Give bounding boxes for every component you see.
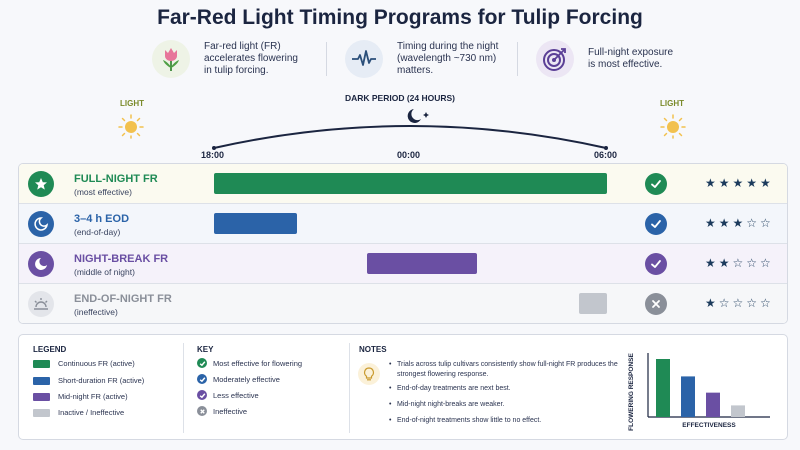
note-item: End-of-night treatments show little to n…: [389, 416, 627, 426]
star-rating: ★☆☆☆☆: [705, 296, 774, 310]
waveform-icon: [345, 40, 383, 78]
program-bar: [214, 213, 297, 234]
program-subtitle: (end-of-day): [74, 227, 121, 237]
program-name: END-OF-NIGHT FR: [74, 293, 172, 305]
check-icon: [645, 173, 667, 195]
legend-swatch: [33, 408, 50, 417]
check-icon: [197, 390, 207, 400]
mini-effectiveness-chart: FLOWERING RESPONSE EFFECTIVENESS: [628, 353, 770, 431]
program-subtitle: (middle of night): [74, 267, 135, 277]
sun-icon: [118, 114, 144, 139]
star-rating: ★★★☆☆: [705, 216, 774, 230]
program-row-end-of-night: END-OF-NIGHT FR (ineffective) ★☆☆☆☆: [19, 284, 787, 323]
legend-item: Short-duration FR (active): [33, 376, 144, 385]
check-icon: [645, 253, 667, 275]
check-icon: [197, 358, 207, 368]
program-name: 3–4 h EOD: [74, 213, 130, 225]
moon-icon: [407, 109, 429, 123]
mini-chart-xlabel: EFFECTIVENESS: [682, 422, 736, 429]
tick-label: 06:00: [594, 150, 618, 160]
note-item: End-of-day treatments are next best.: [389, 384, 627, 394]
key-item: Ineffective: [197, 406, 247, 416]
star-rating: ★★☆☆☆: [705, 256, 774, 270]
light-label-right: LIGHT: [660, 99, 684, 108]
program-name: FULL-NIGHT FR: [74, 173, 158, 185]
mini-chart-bar: [706, 392, 720, 417]
legend-swatch: [33, 392, 50, 401]
program-row-eod: 3–4 h EOD (end-of-day) ★★★☆☆: [19, 204, 787, 244]
target-icon: [536, 40, 574, 78]
notes-title: NOTES: [359, 345, 387, 354]
dark-period-label: DARK PERIOD (24 HOURS): [344, 93, 456, 103]
mini-chart-bar: [731, 405, 745, 417]
program-row-full-night: FULL-NIGHT FR (most effective) ★★★★★: [19, 164, 787, 204]
lightbulb-icon: [358, 363, 380, 385]
program-name: NIGHT-BREAK FR: [74, 253, 169, 265]
key-item: Moderately effective: [197, 374, 280, 384]
sunrise-icon: [28, 291, 54, 317]
mini-chart-bar: [656, 359, 670, 417]
mini-chart-bar: [681, 376, 695, 417]
key-title: KEY: [197, 345, 214, 354]
clock-moon-icon: [28, 211, 54, 237]
mini-chart-ylabel: FLOWERING RESPONSE: [628, 353, 635, 431]
page-title: Far-Red Light Timing Programs for Tulip …: [157, 6, 643, 29]
program-subtitle: (most effective): [74, 187, 132, 197]
check-icon: [645, 213, 667, 235]
close-icon: [197, 406, 207, 416]
divider: [183, 343, 184, 433]
legend-title: LEGEND: [33, 345, 67, 354]
info-full-night: Full-night exposure is most effective.: [536, 40, 673, 78]
bottom-panel: LEGEND Continuous FR (active) Short-dura…: [18, 334, 788, 440]
tulip-icon: [152, 40, 190, 78]
legend-item: Continuous FR (active): [33, 359, 135, 368]
moon-icon: [28, 251, 54, 277]
divider: [517, 42, 518, 76]
dark-period-arc: [212, 125, 608, 150]
program-bar: [214, 173, 607, 194]
tick-label: 00:00: [397, 150, 421, 160]
program-subtitle: (ineffective): [74, 307, 118, 317]
program-bar: [367, 253, 478, 274]
divider: [349, 343, 350, 433]
program-bar: [579, 293, 607, 314]
key-item: Less effective: [197, 390, 259, 400]
divider: [326, 42, 327, 76]
check-icon: [197, 374, 207, 384]
legend-item: Inactive / Ineffective: [33, 408, 124, 417]
tick-label: 18:00: [201, 150, 225, 160]
info-far-red: Far-red light (FR) accelerates flowering…: [152, 40, 298, 78]
programs-panel: FULL-NIGHT FR (most effective) ★★★★★ 3–4…: [18, 163, 788, 324]
sun-icon: [660, 114, 686, 139]
key-item: Most effective for flowering: [197, 358, 302, 368]
note-item: Mid-night night-breaks are weaker.: [389, 400, 627, 410]
info-wavelength: Timing during the night (wavelength ~730…: [345, 40, 498, 78]
light-label-left: LIGHT: [120, 99, 144, 108]
note-item: Trials across tulip cultivars consistent…: [389, 360, 627, 380]
close-icon: [645, 293, 667, 315]
star-rating: ★★★★★: [705, 176, 774, 190]
legend-swatch: [33, 376, 50, 385]
legend-item: Mid-night FR (active): [33, 392, 128, 401]
star-icon: [28, 171, 54, 197]
program-row-night-break: NIGHT-BREAK FR (middle of night) ★★☆☆☆: [19, 244, 787, 284]
legend-swatch: [33, 359, 50, 368]
